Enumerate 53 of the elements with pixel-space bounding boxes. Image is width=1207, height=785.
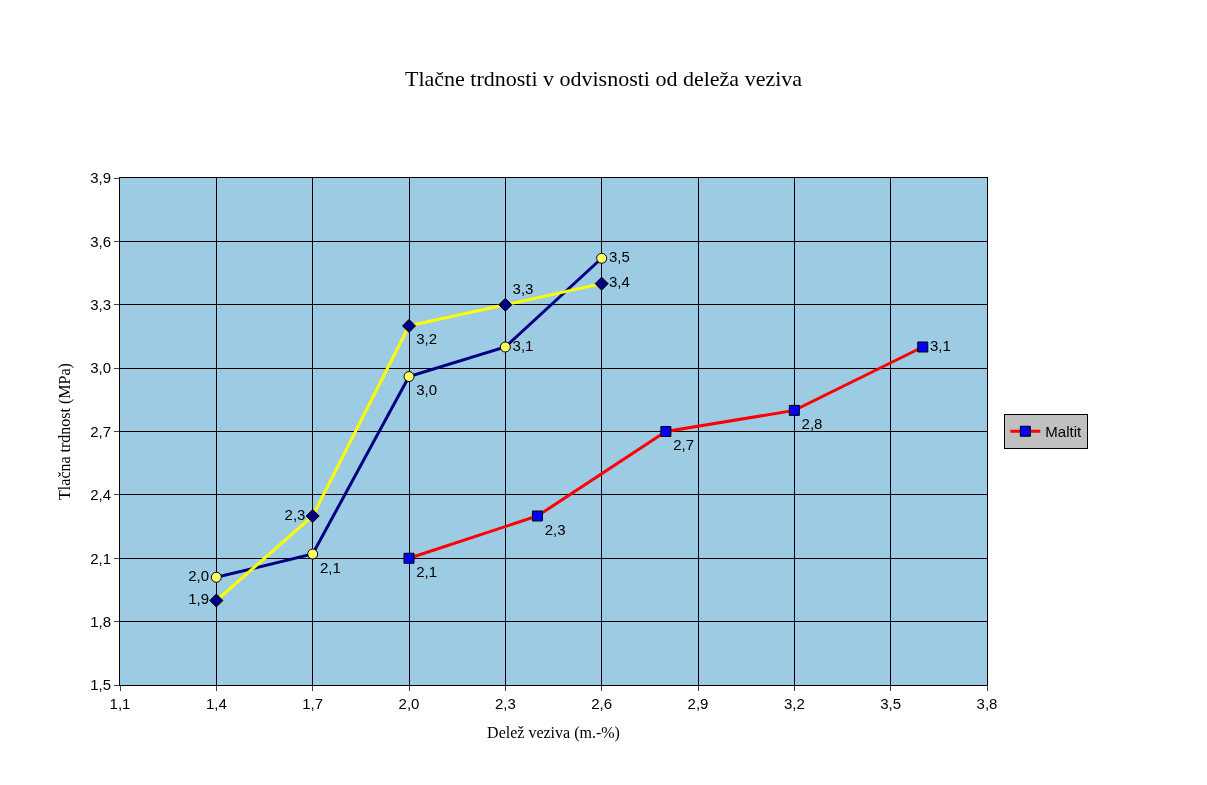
point (498, 297, 513, 312)
point (594, 276, 609, 291)
x-tick-label: 2,9 (687, 695, 709, 712)
x-tick-label: 3,8 (976, 695, 998, 712)
x-tick-label: 2,3 (494, 695, 516, 712)
point (917, 341, 929, 353)
point (305, 509, 320, 523)
point (307, 548, 319, 560)
point (499, 341, 511, 353)
data-label: 2,7 (673, 436, 694, 453)
legend-label: Maltit (1045, 423, 1083, 441)
data-label: 3,1 (930, 336, 951, 354)
point (660, 426, 672, 437)
data-label: 2,3 (284, 505, 306, 523)
chart-title: Tlačne trdnosti v odvisnosti od deleža veziva (404, 66, 803, 92)
x-tick-label: 2,6 (591, 695, 613, 712)
x-tick-label: 3,5 (880, 695, 902, 712)
data-label: 2,1 (416, 562, 438, 580)
point (402, 318, 416, 333)
y-tick-label: 1,8 (90, 612, 111, 630)
data-label: 3,3 (512, 279, 534, 297)
data-label: 1,9 (188, 590, 210, 608)
y-tick-label: 3,6 (90, 232, 111, 250)
data-label: 2,0 (188, 567, 210, 585)
data-label: 3,1 (512, 336, 534, 354)
x-tick-label: 3,2 (783, 695, 805, 712)
point (403, 371, 415, 383)
data-label: 2,1 (319, 558, 341, 576)
data-label: 3,4 (608, 273, 630, 291)
y-tick-label: 3,3 (90, 296, 111, 313)
y-tick-label: 3,9 (90, 169, 111, 187)
data-label: 3,2 (416, 330, 438, 348)
data-label: 3,0 (416, 381, 438, 399)
data-label: 3,5 (608, 248, 630, 266)
y-tick-label: 2,1 (90, 549, 111, 567)
point (209, 593, 224, 608)
y-tick-label: 3,0 (90, 359, 111, 377)
y-tick-label: 1,5 (90, 676, 111, 694)
y-axis-title: Tlačna trdnost (MPa) (56, 363, 75, 500)
x-tick-label: 1,7 (302, 695, 324, 712)
x-tick-label: 2,0 (398, 695, 420, 712)
data-label: 2,3 (544, 520, 566, 538)
point (531, 510, 543, 522)
point (210, 571, 222, 583)
y-tick-label: 2,4 (90, 486, 111, 504)
point (403, 552, 415, 564)
x-tick-label: 1,4 (205, 695, 227, 712)
point (596, 252, 608, 264)
point (788, 404, 800, 416)
data-label: 2,8 (801, 414, 823, 432)
y-tick-label: 2,7 (90, 422, 111, 440)
x-axis-title: Delež veziva (m.-%) (487, 723, 620, 742)
x-tick-label: 1,1 (109, 695, 131, 712)
